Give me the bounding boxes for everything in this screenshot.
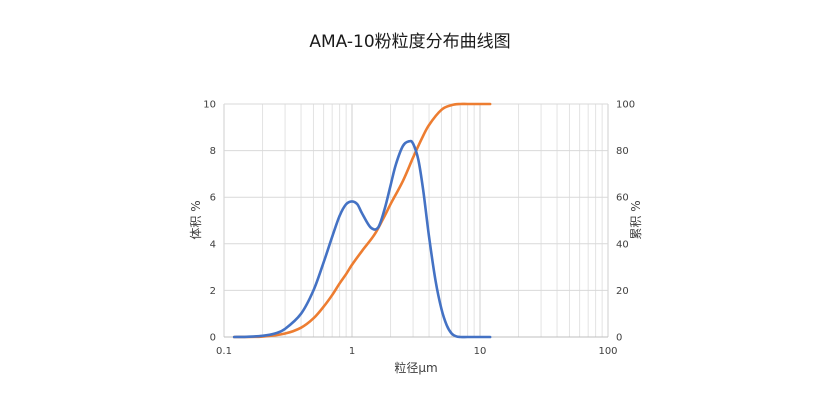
chart-title: AMA-10粉粒度分布曲线图 [309, 32, 510, 52]
y-tick-label: 8 [210, 146, 216, 157]
y-tick-label: 6 [210, 193, 216, 204]
y2-tick-label: 100 [616, 100, 635, 111]
y2-tick-label: 40 [616, 239, 629, 250]
y-tick-label: 10 [203, 100, 216, 111]
y-axis-title: 体积 % [189, 200, 203, 239]
y-tick-label: 0 [210, 333, 216, 344]
y2-tick-label: 80 [616, 146, 629, 157]
x-tick-label: 1 [349, 346, 355, 357]
y2-axis-title: 累积 % [629, 200, 643, 239]
gridlines [223, 103, 609, 338]
x-tick-label: 100 [598, 346, 617, 357]
x-tick-label: 10 [474, 346, 487, 357]
y2-tick-label: 60 [616, 193, 629, 204]
x-axis-title: 粒径μm [394, 360, 437, 375]
y-tick-label: 4 [210, 239, 216, 250]
series-lines [232, 102, 492, 339]
y2-tick-label: 0 [616, 333, 622, 344]
x-tick-label: 0.1 [216, 346, 232, 357]
y-tick-label: 2 [210, 286, 216, 297]
y2-tick-label: 20 [616, 286, 629, 297]
volume-series-line [232, 139, 492, 339]
